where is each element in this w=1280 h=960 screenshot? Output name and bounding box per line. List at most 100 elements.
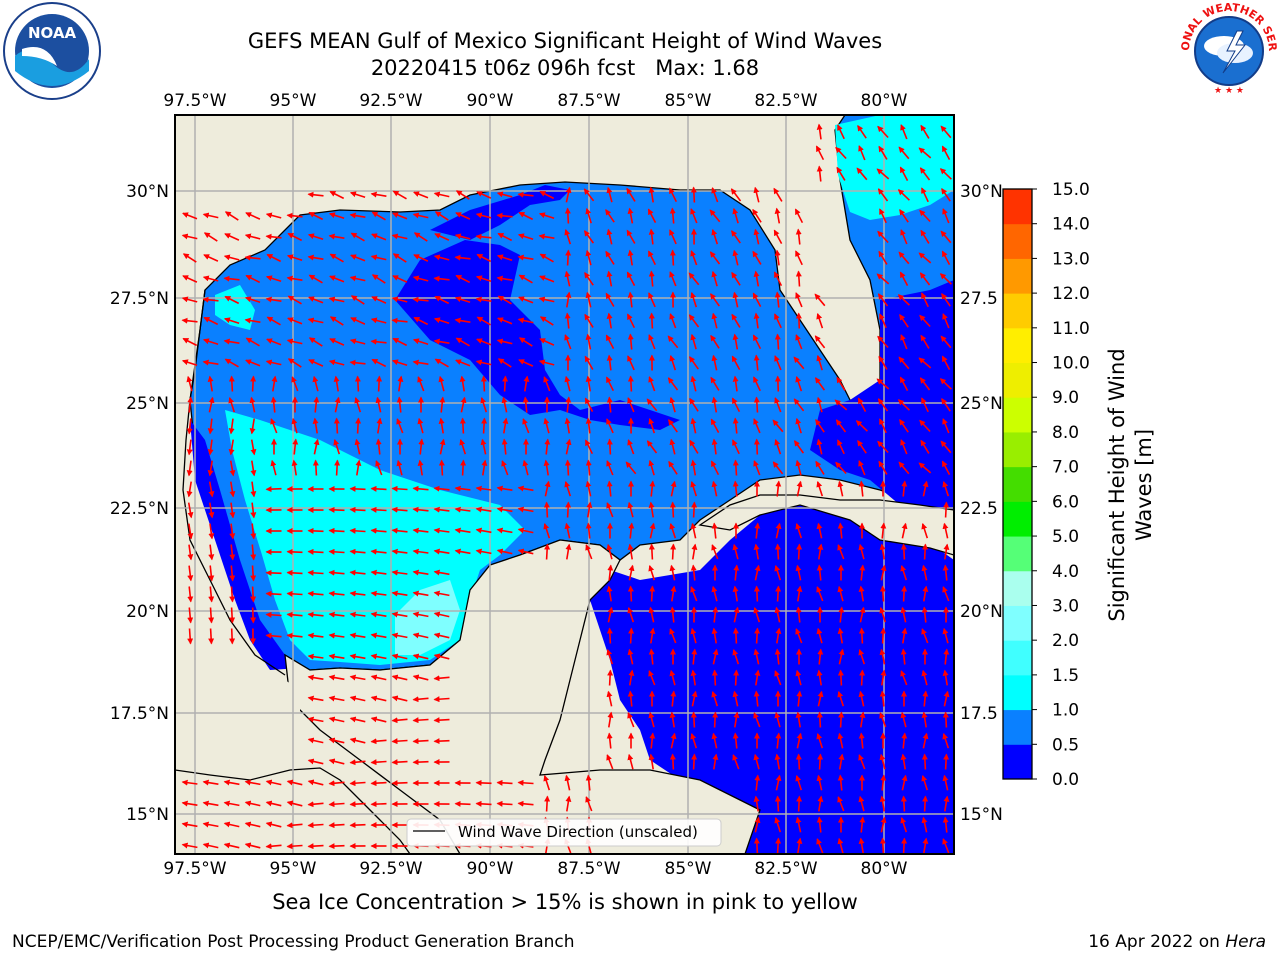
wave-direction-arrow xyxy=(433,548,450,555)
wave-direction-arrow xyxy=(711,354,718,371)
wave-direction-arrow xyxy=(732,648,740,665)
wave-direction-arrow xyxy=(939,378,952,390)
wave-direction-arrow xyxy=(271,375,278,392)
wave-direction-arrow xyxy=(265,486,282,493)
wave-direction-arrow xyxy=(412,653,429,660)
wave-direction-arrow xyxy=(753,795,760,812)
lon-tick-bottom: 80°W xyxy=(861,859,908,879)
wave-direction-arrow xyxy=(250,481,257,498)
wave-direction-arrow xyxy=(522,459,529,476)
wave-direction-arrow xyxy=(669,564,676,581)
wave-direction-arrow xyxy=(942,564,949,581)
lon-tick-bottom: 85°W xyxy=(665,859,712,879)
wave-direction-arrow xyxy=(517,800,534,807)
wave-direction-arrow xyxy=(460,459,467,476)
wave-direction-arrow xyxy=(475,275,492,283)
wave-direction-arrow xyxy=(835,461,847,475)
wave-direction-arrow xyxy=(816,522,823,539)
wave-direction-arrow xyxy=(627,207,634,224)
wave-direction-arrow xyxy=(898,461,910,475)
wave-direction-arrow xyxy=(307,653,324,660)
wave-direction-arrow xyxy=(772,461,784,475)
wave-direction-arrow xyxy=(350,254,366,262)
wave-direction-arrow xyxy=(710,460,720,476)
wave-direction-arrow xyxy=(433,527,450,534)
wave-direction-arrow xyxy=(876,168,890,180)
wave-direction-arrow xyxy=(942,732,950,749)
wave-direction-arrow xyxy=(753,186,760,203)
colorbar-swatch xyxy=(1003,605,1032,641)
wave-direction-arrow xyxy=(455,359,471,367)
wave-direction-arrow xyxy=(901,480,908,497)
wave-direction-arrow xyxy=(370,338,387,345)
wave-direction-arrow xyxy=(565,501,572,518)
wave-direction-arrow xyxy=(396,418,404,434)
wave-direction-arrow xyxy=(690,711,697,728)
wave-direction-arrow xyxy=(244,779,261,786)
wave-direction-arrow xyxy=(901,732,908,749)
wave-direction-arrow xyxy=(370,569,387,576)
wave-direction-arrow xyxy=(731,397,741,413)
wave-direction-arrow xyxy=(454,317,471,324)
wave-direction-arrow xyxy=(774,648,781,665)
wave-direction-arrow xyxy=(433,653,450,660)
wave-direction-arrow xyxy=(899,271,909,286)
wave-direction-arrow xyxy=(391,569,408,576)
wave-direction-arrow xyxy=(627,690,634,707)
wave-direction-arrow xyxy=(329,316,344,326)
wave-direction-arrow xyxy=(392,212,408,220)
wave-direction-arrow xyxy=(228,396,236,413)
wave-direction-arrow xyxy=(328,695,345,702)
lat-tick-left: 30°N xyxy=(126,182,169,202)
wave-direction-arrow xyxy=(266,253,282,263)
wave-direction-arrow xyxy=(585,207,592,224)
wave-direction-arrow xyxy=(250,586,257,603)
lon-tick-bottom: 87.5°W xyxy=(557,859,620,879)
wave-direction-arrow xyxy=(922,690,929,707)
wave-direction-arrow xyxy=(859,669,866,686)
wave-direction-arrow xyxy=(732,480,739,497)
wave-direction-arrow xyxy=(187,565,194,582)
wave-direction-arrow xyxy=(307,758,324,765)
wave-direction-arrow xyxy=(412,485,429,492)
wave-direction-arrow xyxy=(355,459,362,476)
wave-direction-arrow xyxy=(877,188,889,202)
wave-direction-arrow xyxy=(858,690,865,707)
wave-direction-arrow xyxy=(838,711,845,728)
wave-direction-arrow xyxy=(208,586,215,603)
wave-direction-arrow xyxy=(880,774,887,791)
wave-direction-arrow xyxy=(538,359,555,366)
wave-direction-arrow xyxy=(898,251,910,265)
wave-direction-arrow xyxy=(334,459,341,476)
wave-direction-arrow xyxy=(606,354,613,371)
wave-direction-arrow xyxy=(539,275,555,283)
wave-direction-arrow xyxy=(691,501,698,518)
wave-direction-arrow xyxy=(502,375,509,392)
wave-direction-arrow xyxy=(564,522,571,539)
wave-direction-arrow xyxy=(879,585,886,602)
wave-direction-arrow xyxy=(627,606,635,623)
wave-direction-arrows xyxy=(181,123,952,854)
wave-direction-arrow xyxy=(898,146,910,160)
wave-direction-arrow xyxy=(774,355,782,371)
wave-direction-arrow xyxy=(265,611,282,618)
wave-direction-arrow xyxy=(627,439,635,455)
colorbar-swatch xyxy=(1003,223,1032,259)
wave-direction-arrow xyxy=(328,674,345,681)
wave-direction-arrow xyxy=(565,438,572,455)
wave-direction-arrow xyxy=(307,191,324,198)
wave-direction-arrow xyxy=(433,632,450,639)
wave-direction-arrow xyxy=(648,501,655,518)
wave-direction-arrow xyxy=(900,439,908,455)
wave-direction-arrow xyxy=(753,712,761,728)
wave-direction-arrow xyxy=(667,377,679,391)
wave-direction-arrow xyxy=(329,253,344,263)
wave-direction-arrow xyxy=(900,711,907,728)
wave-direction-arrow xyxy=(286,338,303,345)
wave-direction-arrow xyxy=(627,648,634,665)
wave-direction-arrow xyxy=(857,439,867,454)
wave-direction-arrow xyxy=(370,780,387,787)
wave-direction-arrow xyxy=(711,585,718,602)
wave-direction-arrow xyxy=(349,338,366,345)
wave-direction-arrow xyxy=(523,375,530,392)
